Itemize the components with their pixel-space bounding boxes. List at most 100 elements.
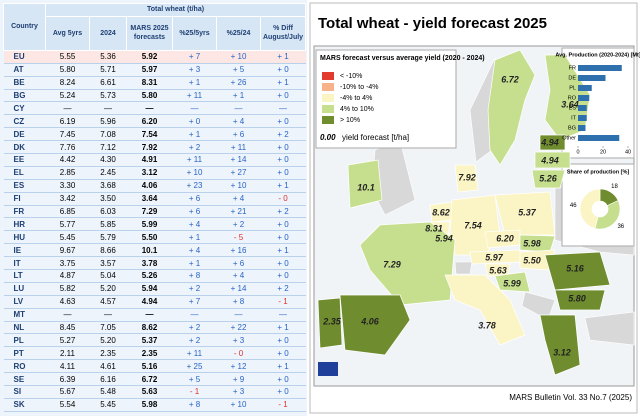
value-cell: + 1	[260, 359, 306, 374]
value-cell: 6.72	[126, 372, 173, 387]
value-cell: 7.92	[126, 140, 173, 155]
country-cell: FI	[3, 192, 46, 206]
country	[539, 134, 566, 151]
value-cell: 5.73	[89, 89, 127, 103]
value-cell: —	[89, 101, 127, 116]
value-cell: + 14	[216, 282, 261, 296]
column-header: %25/5yrs	[172, 15, 217, 51]
country-cell: BG	[3, 89, 46, 103]
value-cell: 5.94	[126, 282, 173, 296]
yield-label: 5.50	[523, 255, 541, 265]
table-row: CZ 6.19 5.96 6.20 + 0 + 4 + 0	[3, 114, 306, 129]
yield-label: 7.54	[464, 220, 482, 230]
value-cell: 3.64	[126, 192, 173, 206]
value-cell: + 0	[260, 153, 306, 167]
legend-swatch	[322, 116, 334, 124]
value-cell: + 22	[216, 321, 261, 335]
value-cell: —	[216, 308, 261, 322]
value-cell: 7.08	[89, 127, 127, 142]
footer: MARS Bulletin Vol. 33 No.7 (2025)	[509, 393, 632, 402]
value-cell: + 3	[216, 333, 261, 348]
yield-label: 3.12	[553, 347, 571, 357]
country-cell: PT	[3, 346, 46, 361]
value-cell: + 10	[216, 179, 261, 193]
value-cell: + 10	[216, 50, 261, 64]
bar-category: ES	[569, 105, 577, 111]
value-cell: + 6	[216, 127, 261, 142]
yield-label: 6.20	[496, 233, 514, 243]
value-cell: + 27	[216, 166, 261, 180]
yield-table: Country Total wheat (t/ha) Avg 5yrs 2024 MAR…	[3, 3, 307, 412]
country-cell: IT	[3, 256, 46, 271]
legend-sample: 0.00	[320, 133, 336, 142]
value-cell: 4.91	[126, 153, 173, 167]
value-cell: —	[172, 101, 217, 116]
value-cell: 6.16	[89, 372, 127, 387]
value-cell: + 2	[216, 217, 261, 232]
country	[339, 294, 411, 356]
yield-label: 5.98	[523, 238, 541, 248]
country-cell: CZ	[3, 114, 46, 129]
value-cell: - 1	[260, 295, 306, 309]
table-row: CY — — — — — —	[3, 101, 306, 116]
value-cell: + 0	[260, 346, 306, 361]
value-cell: + 7	[172, 295, 217, 309]
legend-label: 4% to 10%	[340, 106, 374, 113]
value-cell: + 0	[172, 114, 217, 129]
value-cell: + 1	[172, 230, 217, 245]
value-cell: 4.30	[89, 153, 127, 167]
country-cell: EE	[3, 153, 46, 167]
value-cell: —	[89, 308, 127, 322]
country	[487, 49, 536, 166]
country-cell: ES	[3, 179, 46, 193]
value-cell: 7.54	[126, 127, 173, 142]
table-row: PL 5.27 5.20 5.37 + 2 + 3 + 0	[3, 333, 306, 348]
value-cell: 4.87	[45, 269, 90, 283]
country	[531, 169, 566, 189]
value-cell: 4.11	[45, 359, 90, 374]
value-cell: + 21	[216, 205, 261, 219]
value-cell: 6.03	[89, 205, 127, 219]
value-cell: 5.80	[45, 63, 90, 77]
legend-box	[315, 49, 457, 149]
column-header: %25/24	[216, 15, 261, 51]
value-cell: + 8	[216, 295, 261, 309]
legend-swatch	[322, 105, 334, 113]
value-cell: + 4	[216, 114, 261, 129]
value-cell: 2.85	[45, 166, 90, 180]
country	[554, 289, 606, 311]
country-cell: RO	[3, 359, 46, 374]
value-cell: + 0	[260, 89, 306, 103]
value-cell: 5.98	[126, 398, 173, 412]
value-cell: 5.04	[89, 269, 127, 283]
yield-label: 6.72	[501, 74, 519, 84]
bar-category: PL	[569, 85, 576, 91]
x-tick-label: 0	[576, 149, 579, 155]
value-cell: + 0	[260, 114, 306, 129]
value-cell: + 11	[216, 140, 261, 155]
value-cell: —	[45, 308, 90, 322]
table-title: Total wheat (t/ha)	[44, 3, 307, 17]
production-bar	[578, 115, 587, 121]
value-cell: + 1	[260, 321, 306, 335]
legend-title: MARS forecast versus average yield (2020…	[320, 55, 485, 62]
country	[317, 297, 343, 349]
value-cell: —	[172, 308, 217, 322]
value-cell: 5.71	[89, 63, 127, 77]
value-cell: 6.39	[45, 372, 90, 387]
legend-swatch	[322, 72, 334, 80]
value-cell: 6.85	[45, 205, 90, 219]
bar-category: Other	[562, 135, 576, 141]
value-cell: + 2	[260, 205, 306, 219]
table-row: MT — — — — — —	[3, 308, 306, 322]
value-cell: + 10	[216, 398, 261, 412]
table-row: SK 5.54 5.45 5.98 + 8 + 10- 1	[3, 398, 306, 412]
yield-label: 8.31	[425, 223, 443, 233]
value-cell: + 0	[260, 166, 306, 180]
table-row: BG 5.24 5.73 5.80 + 11 + 1 + 0	[3, 89, 306, 103]
value-cell: + 5	[216, 63, 261, 77]
value-cell: 3.30	[45, 179, 90, 193]
value-cell: 6.61	[89, 76, 127, 90]
country-cell: LU	[3, 282, 46, 296]
value-cell: 5.50	[126, 230, 173, 245]
